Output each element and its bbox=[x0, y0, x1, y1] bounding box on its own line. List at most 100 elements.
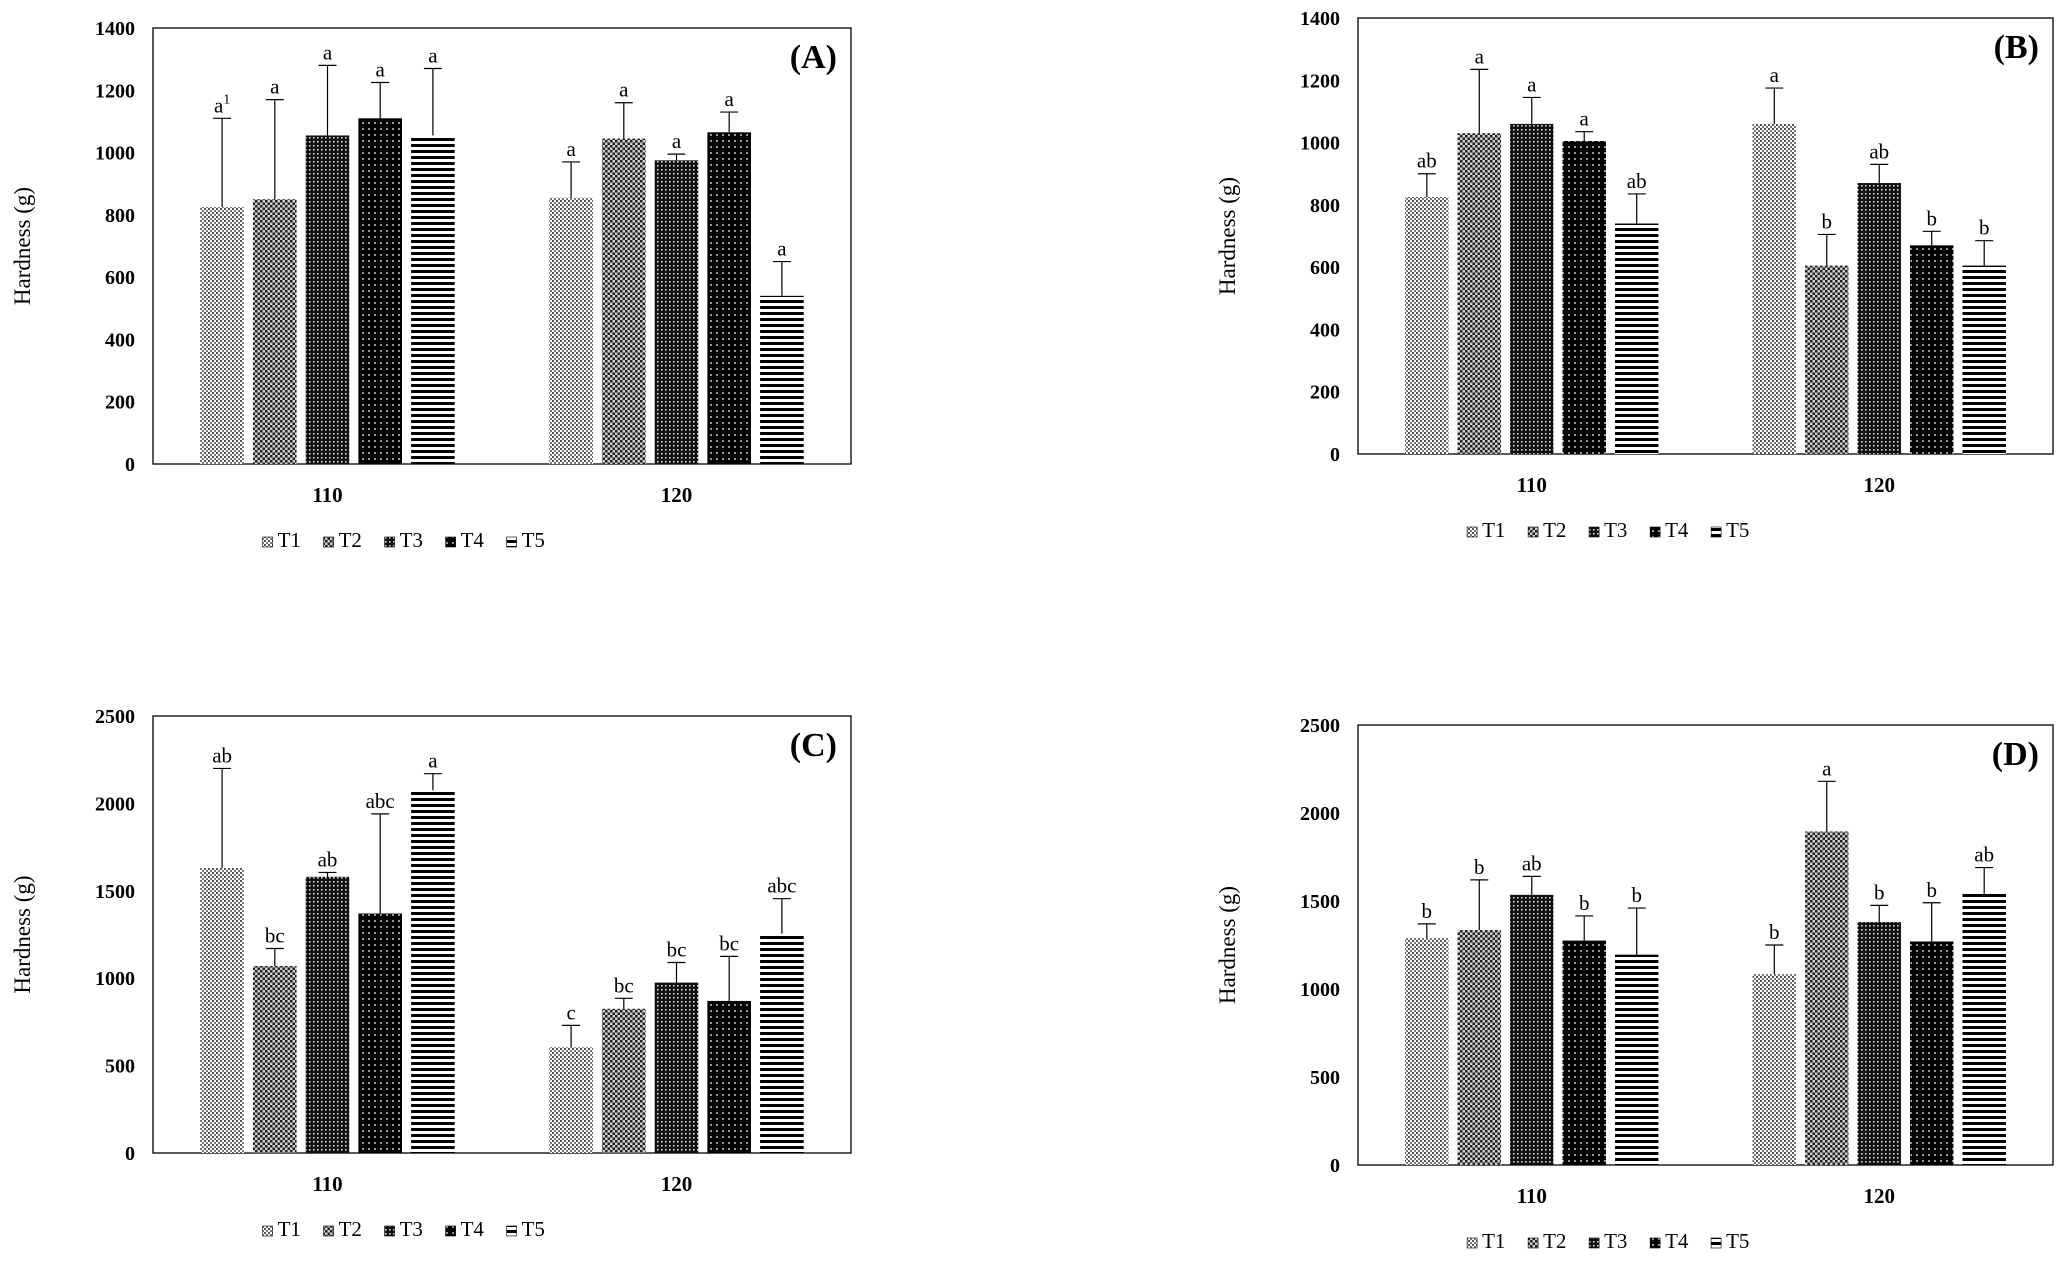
legend-label-t5: T5 bbox=[1726, 518, 1749, 542]
bar-t2-110 bbox=[1457, 930, 1501, 1165]
panel-label: (D) bbox=[1992, 736, 2039, 773]
bar-t1-110 bbox=[200, 207, 244, 465]
legend-label-t2: T2 bbox=[1543, 518, 1566, 542]
bar-t4-120 bbox=[707, 1000, 752, 1153]
significance-letter: a bbox=[428, 749, 438, 773]
y-tick-label: 0 bbox=[1330, 1155, 1340, 1177]
chart-panel-2: 0 200 400 600 800 1000 1200 1400 Hardness (g) (B)… bbox=[1215, 8, 2054, 542]
legend-label-t1: T1 bbox=[278, 1217, 301, 1241]
plot-area-border bbox=[152, 27, 852, 465]
y-tick-label: 2500 bbox=[1300, 715, 1340, 737]
significance-letter: bc bbox=[265, 923, 285, 947]
chart-panel-3: 0 500 1000 1500 2000 2500 Hardness (g) (C) ab bc a… bbox=[10, 706, 852, 1241]
significance-letter: b bbox=[1926, 878, 1937, 902]
bar-t4-110 bbox=[358, 913, 403, 1153]
bar-t4-120 bbox=[1910, 941, 1954, 1165]
superscript: 1 bbox=[223, 92, 230, 107]
legend-label-t3: T3 bbox=[1604, 518, 1627, 542]
bar-t2-110 bbox=[252, 199, 297, 465]
y-tick-label: 0 bbox=[125, 1143, 135, 1165]
bar-t5-110 bbox=[411, 790, 455, 1153]
y-tick-label: 1000 bbox=[95, 143, 135, 165]
legend-swatch-t4 bbox=[445, 1225, 456, 1237]
legend-swatch-t3 bbox=[384, 536, 395, 548]
significance-letter: a bbox=[376, 58, 386, 82]
legend-label-t2: T2 bbox=[339, 1217, 362, 1241]
bar-t2-120 bbox=[1805, 265, 1849, 454]
y-tick-label: 600 bbox=[105, 267, 135, 289]
legend-swatch-t3 bbox=[1588, 526, 1600, 538]
legend-swatch-t1 bbox=[1466, 526, 1478, 538]
significance-letter: b bbox=[1422, 899, 1433, 923]
x-tick-label: 120 bbox=[661, 483, 693, 507]
x-tick-label: 120 bbox=[1864, 1184, 1896, 1208]
significance-letter: bc bbox=[719, 931, 739, 955]
bar-t3-110 bbox=[305, 135, 350, 464]
x-tick-label: 110 bbox=[312, 483, 342, 507]
significance-letter: ab bbox=[1869, 139, 1889, 163]
significance-letter: b bbox=[1579, 891, 1590, 915]
bar-t2-110 bbox=[252, 965, 297, 1153]
significance-letter: ab bbox=[1974, 843, 1994, 867]
x-tick-label: 110 bbox=[312, 1172, 342, 1196]
legend-label-t5: T5 bbox=[522, 528, 545, 552]
y-tick-label: 1400 bbox=[1300, 8, 1340, 30]
significance-letter: a bbox=[1770, 63, 1780, 87]
significance-letter: a1 bbox=[214, 92, 230, 117]
bar-t4-110 bbox=[1562, 141, 1606, 454]
significance-letter: a bbox=[323, 40, 333, 64]
legend-label-t1: T1 bbox=[1482, 1229, 1505, 1253]
legend-label-t3: T3 bbox=[400, 528, 423, 552]
legend-swatch-t5 bbox=[506, 1225, 517, 1237]
bar-t4-120 bbox=[1910, 245, 1954, 454]
legend-label-t5: T5 bbox=[1726, 1229, 1749, 1253]
significance-letter: ab bbox=[1522, 851, 1542, 875]
legend-label-t1: T1 bbox=[1482, 518, 1505, 542]
legend-label-t4: T4 bbox=[461, 528, 485, 552]
legend-label-t5: T5 bbox=[522, 1217, 545, 1241]
y-tick-label: 500 bbox=[105, 1056, 135, 1078]
significance-letter: a bbox=[1822, 756, 1832, 780]
significance-letter: abc bbox=[366, 789, 395, 813]
bar-t1-120 bbox=[1752, 974, 1797, 1165]
bar-t5-110 bbox=[1614, 954, 1659, 1165]
legend-swatch-t2 bbox=[323, 536, 334, 548]
significance-letter: b bbox=[1874, 880, 1885, 904]
y-axis-label: Hardness (g) bbox=[10, 875, 35, 993]
bar-t2-120 bbox=[601, 1008, 646, 1153]
bar-t1-120 bbox=[1752, 123, 1797, 454]
plot-area-border bbox=[152, 715, 852, 1154]
legend-label-t4: T4 bbox=[461, 1217, 485, 1241]
plot-area-border bbox=[1357, 17, 2054, 455]
legend-label-t2: T2 bbox=[1543, 1229, 1566, 1253]
significance-letter: a bbox=[566, 137, 576, 161]
chart-panel-1: 0 200 400 600 800 1000 1200 1400 Hardness (g) (A)… bbox=[10, 18, 852, 552]
significance-letter: ab bbox=[1627, 169, 1647, 193]
legend-swatch-t3 bbox=[1588, 1237, 1600, 1249]
significance-letter: a bbox=[428, 43, 438, 67]
bar-t3-110 bbox=[305, 876, 350, 1153]
legend-swatch-t4 bbox=[1649, 1237, 1661, 1249]
bar-t4-110 bbox=[358, 118, 403, 465]
y-axis-label: Hardness (g) bbox=[1215, 886, 1240, 1004]
bar-t1-110 bbox=[200, 868, 244, 1153]
legend-label-t4: T4 bbox=[1665, 1229, 1689, 1253]
y-tick-label: 0 bbox=[1330, 444, 1340, 466]
bar-t2-120 bbox=[601, 138, 646, 465]
significance-letter: bc bbox=[667, 937, 687, 961]
significance-letter: bc bbox=[614, 973, 634, 997]
panel-label: (B) bbox=[1994, 29, 2039, 66]
significance-letter: c bbox=[566, 1000, 575, 1024]
significance-letter: a bbox=[619, 78, 629, 102]
significance-letter: ab bbox=[318, 847, 338, 871]
legend-swatch-t5 bbox=[506, 536, 517, 548]
significance-letter: ab bbox=[1417, 149, 1437, 173]
legend-swatch-t3 bbox=[384, 1225, 395, 1237]
legend-label-t3: T3 bbox=[400, 1217, 423, 1241]
legend-label-t4: T4 bbox=[1665, 518, 1689, 542]
legend-swatch-t2 bbox=[323, 1225, 334, 1237]
y-tick-label: 1200 bbox=[95, 80, 135, 102]
legend-label-t2: T2 bbox=[339, 528, 362, 552]
bar-t3-110 bbox=[1510, 123, 1554, 454]
